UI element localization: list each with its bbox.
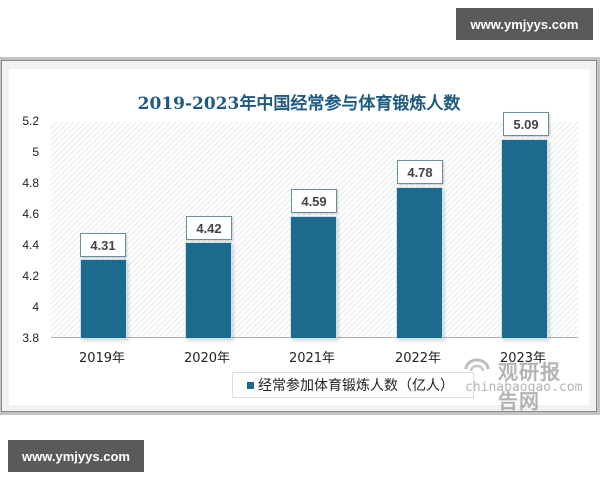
brand-logo-icon — [464, 358, 490, 372]
y-tick: 3.8 — [22, 331, 39, 345]
value-label-2023: 5.09 — [503, 112, 549, 136]
value-label-2019: 4.31 — [80, 233, 126, 257]
legend-swatch — [247, 381, 254, 389]
x-tick: 2020年 — [183, 351, 231, 366]
legend-label: 经常参加体育锻炼人数（亿人） — [258, 378, 454, 394]
y-tick: 5.2 — [22, 114, 39, 128]
x-tick: 2019年 — [78, 351, 126, 366]
brand-domain: chinabaogao.com — [465, 380, 583, 395]
watermark-top: www.ymjyys.com — [456, 8, 593, 40]
brand-watermark: 观研报告网 chinabaogao.com — [464, 356, 582, 413]
y-tick: 4.6 — [22, 207, 39, 221]
bar-2023 — [501, 139, 548, 339]
chart-legend: 经常参加体育锻炼人数（亿人） — [232, 372, 474, 398]
brand-name: 观研报告网 — [498, 360, 561, 413]
chart-title: 2019-2023年中国经常参与体育锻炼人数 — [137, 94, 461, 114]
watermark-bottom: www.ymjyys.com — [8, 440, 144, 472]
y-tick: 4 — [32, 300, 39, 314]
y-tick: 4.8 — [22, 176, 39, 190]
x-tick: 2023年 — [499, 351, 547, 366]
bar-2020 — [185, 242, 232, 339]
y-tick: 4.2 — [22, 269, 39, 283]
value-label-2021: 4.59 — [291, 189, 337, 213]
y-tick: 4.4 — [22, 238, 39, 252]
x-tick: 2021年 — [288, 351, 336, 366]
bar-2019 — [80, 259, 127, 339]
value-label-2022: 4.78 — [397, 160, 443, 184]
value-label-2020: 4.42 — [186, 216, 232, 240]
bar-2022 — [396, 187, 443, 339]
bar-2021 — [290, 216, 337, 339]
y-tick: 5 — [32, 145, 39, 159]
x-tick: 2022年 — [394, 351, 442, 366]
